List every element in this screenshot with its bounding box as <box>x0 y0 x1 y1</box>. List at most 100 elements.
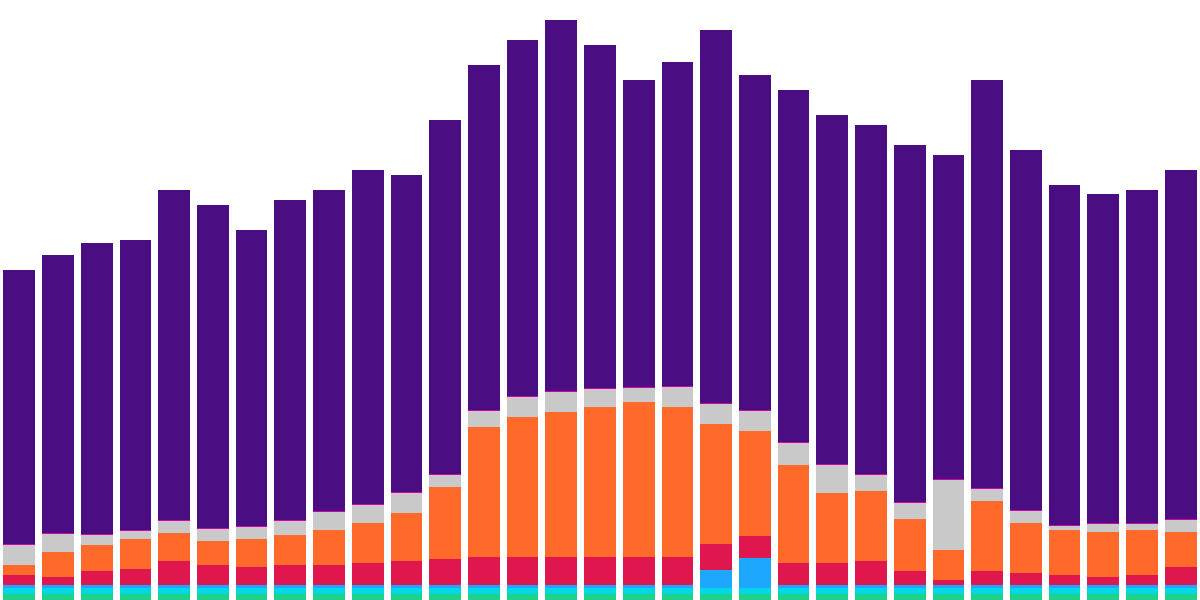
bar-segment-green <box>3 594 35 600</box>
bar-segment-green <box>120 594 152 600</box>
bar-segment-gray <box>42 534 74 552</box>
bar-segment-orange <box>584 407 616 557</box>
bar-segment-gray <box>158 521 190 533</box>
bar-segment-gray <box>197 529 229 541</box>
bar-segment-orange <box>700 424 732 544</box>
bar-segment-red <box>507 557 539 585</box>
bar-segment-orange <box>933 550 965 580</box>
stacked-bar-chart <box>0 0 1200 600</box>
bar-segment-green <box>197 594 229 600</box>
bar-segment-gray <box>816 465 848 493</box>
bar-column <box>197 205 229 600</box>
bar-segment-purple <box>1049 185 1081 525</box>
bar-column <box>778 90 810 600</box>
bar-segment-red <box>778 563 810 585</box>
bar-segment-orange <box>1165 532 1197 567</box>
bar-segment-orange <box>313 530 345 565</box>
bar-segment-green <box>391 594 423 600</box>
bar-segment-orange <box>1049 530 1081 575</box>
bar-segment-orange <box>468 427 500 557</box>
bar-segment-orange <box>739 431 771 536</box>
bar-segment-red <box>197 565 229 585</box>
bar-segment-green <box>352 594 384 600</box>
bar-segment-green <box>855 594 887 600</box>
bar-column <box>1126 190 1158 600</box>
bar-segment-red <box>662 557 694 585</box>
bar-segment-red <box>1087 577 1119 585</box>
bar-segment-purple <box>739 75 771 410</box>
bar-segment-orange <box>158 533 190 561</box>
bar-segment-red <box>120 569 152 585</box>
bar-segment-red <box>1126 575 1158 585</box>
bar-segment-red <box>429 559 461 585</box>
bar-segment-red <box>1010 573 1042 585</box>
bar-segment-green <box>1126 594 1158 600</box>
bar-segment-green <box>274 594 306 600</box>
bar-segment-orange <box>507 417 539 557</box>
bar-segment-gray <box>81 535 113 545</box>
bar-segment-purple <box>816 115 848 464</box>
bar-segment-red <box>971 571 1003 585</box>
bar-segment-gray <box>274 521 306 535</box>
bar-segment-gray <box>1165 520 1197 532</box>
bar-segment-red <box>623 557 655 585</box>
bar-segment-blue <box>700 570 732 588</box>
bar-segment-purple <box>468 65 500 410</box>
bar-segment-purple <box>429 120 461 474</box>
bar-segment-red <box>352 563 384 585</box>
bar-segment-green <box>81 594 113 600</box>
bar-segment-gray <box>352 505 384 523</box>
bar-segment-purple <box>584 45 616 388</box>
bar-column <box>429 120 461 600</box>
bar-segment-red <box>816 563 848 585</box>
bar-segment-orange <box>662 407 694 557</box>
bar-segment-red <box>81 571 113 585</box>
bar-segment-purple <box>81 243 113 534</box>
bar-segment-purple <box>778 90 810 442</box>
bar-segment-green <box>507 594 539 600</box>
bar-segment-red <box>700 544 732 570</box>
bar-column <box>313 190 345 600</box>
bar-segment-green <box>1087 594 1119 600</box>
bar-segment-red <box>391 561 423 585</box>
bar-segment-gray <box>584 389 616 407</box>
bar-segment-orange <box>1126 530 1158 575</box>
bar-column <box>274 200 306 600</box>
bar-column <box>352 170 384 600</box>
bar-segment-purple <box>313 190 345 511</box>
bar-segment-blue <box>739 558 771 588</box>
bar-segment-gray <box>971 489 1003 501</box>
bar-segment-gray <box>1087 524 1119 532</box>
bar-segment-purple <box>1087 194 1119 523</box>
bar-segment-purple <box>3 270 35 544</box>
bar-segment-green <box>236 594 268 600</box>
bar-segment-purple <box>197 205 229 528</box>
bar-segment-orange <box>120 539 152 569</box>
bar-column <box>584 45 616 600</box>
bar-segment-gray <box>120 531 152 539</box>
bar-column <box>42 255 74 600</box>
bar-segment-purple <box>158 190 190 520</box>
bar-column <box>816 115 848 600</box>
bar-segment-gray <box>507 397 539 417</box>
bar-column <box>545 20 577 600</box>
bar-segment-red <box>236 567 268 585</box>
bar-segment-green <box>429 594 461 600</box>
bar-segment-orange <box>894 519 926 571</box>
bar-segment-purple <box>855 125 887 474</box>
bar-segment-purple <box>507 40 539 396</box>
bar-segment-orange <box>1087 532 1119 577</box>
bar-segment-gray <box>1010 511 1042 523</box>
bar-segment-purple <box>120 240 152 530</box>
bar-column <box>507 40 539 600</box>
bar-segment-purple <box>1165 170 1197 519</box>
bar-segment-green <box>933 594 965 600</box>
bar-segment-green <box>1049 594 1081 600</box>
bar-segment-gray <box>778 443 810 465</box>
bar-segment-orange <box>816 493 848 563</box>
bar-segment-orange <box>3 565 35 575</box>
bar-segment-orange <box>274 535 306 565</box>
bar-segment-orange <box>81 545 113 571</box>
bar-column <box>700 30 732 600</box>
bar-segment-green <box>545 594 577 600</box>
